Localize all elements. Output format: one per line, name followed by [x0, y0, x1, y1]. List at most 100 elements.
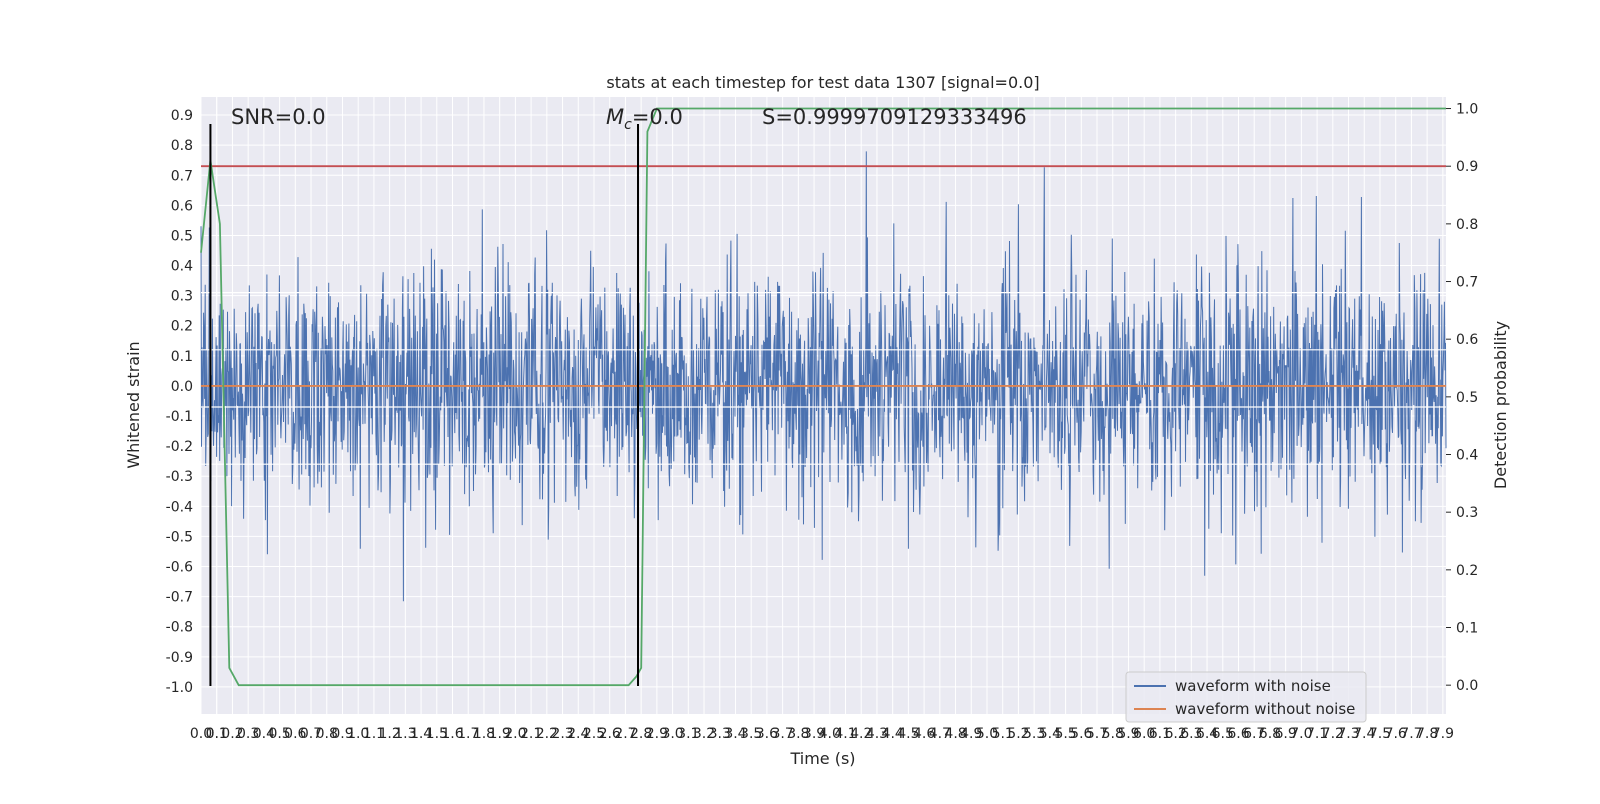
y-tick-label-left: -0.8 — [166, 620, 193, 636]
legend-label-waveform-without-noise: waveform without noise — [1175, 700, 1355, 718]
x-tick-label: 2.8 — [630, 726, 652, 742]
x-tick-label: 3.4 — [724, 726, 746, 742]
mc-subscript: c — [624, 117, 632, 133]
y-tick-label-left: -0.1 — [166, 409, 193, 425]
x-tick-label: 6.2 — [1164, 726, 1186, 742]
x-tick-label: 2.3 — [551, 726, 573, 742]
x-tick-label: 1.9 — [489, 726, 511, 742]
y-tick-label-left: 0.0 — [171, 379, 193, 395]
snr-annotation: SNR=0.0 — [231, 105, 326, 129]
y-tick-label-left: -0.3 — [166, 469, 193, 485]
x-tick-label: 1.2 — [379, 726, 401, 742]
x-tick-label: 3.7 — [771, 726, 793, 742]
x-tick-label: 0.8 — [316, 726, 338, 742]
x-tick-label: 5.8 — [1102, 726, 1124, 742]
x-tick-label: 2.4 — [567, 726, 589, 742]
x-tick-label: 3.9 — [803, 726, 825, 742]
x-tick-label: 4.6 — [913, 726, 935, 742]
x-tick-label: 3.5 — [740, 726, 762, 742]
y-tick-label-right: 0.0 — [1456, 678, 1478, 694]
x-tick-label: 3.0 — [661, 726, 683, 742]
y-tick-label-left: 0.7 — [171, 168, 193, 184]
y-tick-labels-right: 1.0 0.9 0.8 0.7 0.6 0.5 0.4 0.3 0.2 0.1 0.0 — [1446, 102, 1478, 694]
x-tick-label: 7.4 — [1353, 726, 1375, 742]
x-tick-label: 7.2 — [1322, 726, 1344, 742]
vertical-markers — [209, 124, 640, 686]
x-tick-label: 5.5 — [1054, 726, 1076, 742]
x-tick-label: 1.3 — [394, 726, 416, 742]
y-tick-label-left: -0.9 — [166, 650, 193, 666]
y-tick-label-right: 0.5 — [1456, 390, 1478, 406]
x-tick-label: 2.7 — [614, 726, 636, 742]
x-tick-label: 6.6 — [1227, 726, 1249, 742]
x-tick-label: 2.5 — [583, 726, 605, 742]
x-tick-label: 4.1 — [834, 726, 856, 742]
x-tick-label: 0.5 — [268, 726, 290, 742]
y-tick-label-right: 0.2 — [1456, 563, 1478, 579]
mc-symbol: M — [606, 105, 624, 129]
x-tick-label: 2.9 — [646, 726, 668, 742]
x-tick-label: 2.0 — [504, 726, 526, 742]
x-tick-label: 6.9 — [1275, 726, 1297, 742]
y-tick-label-left: 0.5 — [171, 228, 193, 244]
x-tick-label: 7.9 — [1432, 726, 1454, 742]
chart-title: stats at each timestep for test data 130… — [606, 73, 1039, 92]
x-tick-label: 2.6 — [599, 726, 621, 742]
y-tick-label-left: -1.0 — [166, 680, 193, 696]
y-tick-label-right: 0.4 — [1456, 448, 1478, 464]
y-tick-label-left: 0.4 — [171, 259, 193, 275]
x-tick-label: 7.3 — [1337, 726, 1359, 742]
x-tick-label: 3.3 — [709, 726, 731, 742]
x-tick-label: 0.2 — [221, 726, 243, 742]
x-tick-label: 5.7 — [1086, 726, 1108, 742]
x-tick-label: 5.6 — [1070, 726, 1092, 742]
x-tick-label: 0.1 — [206, 726, 228, 742]
y-tick-label-left: -0.4 — [166, 499, 193, 515]
x-tick-label: 6.1 — [1149, 726, 1171, 742]
x-tick-label: 0.1 — [206, 726, 228, 742]
x-tick-label: 1.4 — [410, 726, 432, 742]
x-tick-label: 7.8 — [1416, 726, 1438, 742]
y-tick-label-left: 0.3 — [171, 289, 193, 305]
legend-label-waveform-with-noise: waveform with noise — [1175, 677, 1331, 695]
y-tick-label-left: 0.1 — [171, 349, 193, 365]
x-tick-label: 0.4 — [253, 726, 275, 742]
y-axis-label-left: Whitened strain — [124, 341, 143, 468]
x-tick-label: 4.7 — [929, 726, 951, 742]
x-tick-label: 7.1 — [1306, 726, 1328, 742]
y-tick-label-left: -0.7 — [166, 590, 193, 606]
x-tick-label: 0.0 — [190, 726, 212, 742]
x-tick-label: 6.5 — [1212, 726, 1234, 742]
y-tick-label-right: 1.0 — [1456, 102, 1478, 118]
x-tick-label: 4.8 — [944, 726, 966, 742]
x-tick-label: 7.0 — [1290, 726, 1312, 742]
x-tick-label: 0.3 — [237, 726, 259, 742]
x-tick-labels: 0.00.10.10.20.30.40.50.60.70.80.91.01.11… — [190, 726, 1454, 742]
x-tick-label: 1.6 — [441, 726, 463, 742]
s-annotation: S=0.9999709129333496 — [762, 105, 1027, 129]
x-tick-label: 6.0 — [1133, 726, 1155, 742]
y-tick-label-left: 0.6 — [171, 198, 193, 214]
series-waveform-with-noise — [200, 151, 1447, 602]
x-tick-label: 2.2 — [536, 726, 558, 742]
x-tick-label: 4.4 — [882, 726, 904, 742]
x-tick-label: 6.8 — [1259, 726, 1281, 742]
x-axis-label: Time (s) — [789, 749, 855, 768]
legend-box — [1125, 671, 1367, 723]
y-tick-label-left: 0.2 — [171, 319, 193, 335]
x-tick-label: 5.1 — [992, 726, 1014, 742]
y-tick-label-right: 0.1 — [1456, 621, 1478, 637]
mc-value: =0.0 — [632, 105, 683, 129]
x-tick-label: 0.9 — [331, 726, 353, 742]
x-tick-label: 5.0 — [976, 726, 998, 742]
y-tick-label-right: 0.3 — [1456, 505, 1478, 521]
x-tick-label: 5.3 — [1023, 726, 1045, 742]
x-tick-label: 5.4 — [1039, 726, 1061, 742]
x-tick-label: 7.7 — [1400, 726, 1422, 742]
x-tick-label: 6.4 — [1196, 726, 1218, 742]
horizontal-lines — [201, 292, 1446, 465]
x-tick-label: 1.0 — [347, 726, 369, 742]
x-tick-label: 4.2 — [850, 726, 872, 742]
